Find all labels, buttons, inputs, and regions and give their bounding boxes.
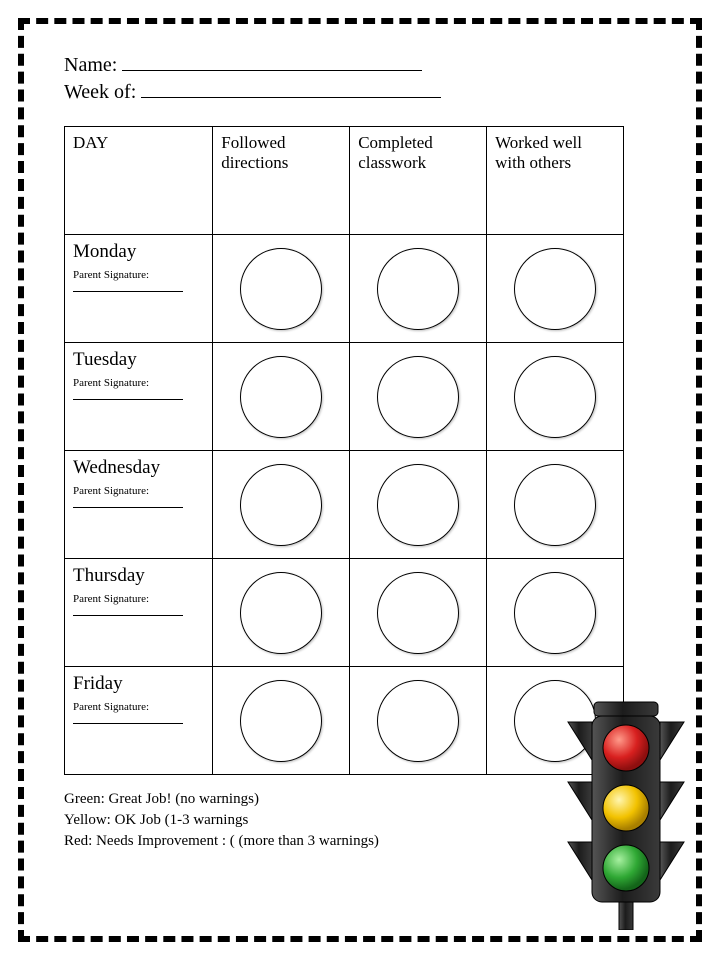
table-row: Friday Parent Signature: [65, 667, 624, 775]
rating-circle[interactable] [514, 356, 596, 438]
day-cell: Wednesday Parent Signature: [65, 451, 213, 559]
signature-label: Parent Signature: [73, 593, 204, 605]
rating-cell [213, 667, 350, 775]
page-frame: Name: Week of: DAY Followed directions C… [18, 18, 702, 942]
rating-cell [213, 451, 350, 559]
week-line: Week of: [64, 81, 656, 104]
rating-cell [213, 235, 350, 343]
col-directions: Followed directions [213, 127, 350, 235]
day-cell: Tuesday Parent Signature: [65, 343, 213, 451]
rating-circle[interactable] [240, 680, 322, 762]
light-red [603, 725, 649, 771]
day-cell: Monday Parent Signature: [65, 235, 213, 343]
name-label: Name: [64, 54, 117, 76]
signature-line[interactable] [73, 723, 183, 724]
signature-label: Parent Signature: [73, 269, 204, 281]
rating-cell [213, 343, 350, 451]
table-row: Thursday Parent Signature: [65, 559, 624, 667]
rating-cell [487, 451, 624, 559]
day-label: Monday [73, 241, 204, 263]
day-cell: Thursday Parent Signature: [65, 559, 213, 667]
day-label: Thursday [73, 565, 204, 587]
table-row: Tuesday Parent Signature: [65, 343, 624, 451]
table-body: Monday Parent Signature: Tuesday Parent Sig… [65, 235, 624, 775]
rating-circle[interactable] [240, 572, 322, 654]
light-yellow [603, 785, 649, 831]
rating-circle[interactable] [377, 572, 459, 654]
day-cell: Friday Parent Signature: [65, 667, 213, 775]
rating-circle[interactable] [240, 248, 322, 330]
col-classwork: Completed classwork [350, 127, 487, 235]
rating-cell [487, 343, 624, 451]
rating-circle[interactable] [377, 464, 459, 546]
day-label: Friday [73, 673, 204, 695]
week-label: Week of: [64, 81, 136, 103]
name-input-line[interactable] [122, 57, 422, 71]
rating-cell [350, 667, 487, 775]
table-row: Wednesday Parent Signature: [65, 451, 624, 559]
rating-circle[interactable] [377, 680, 459, 762]
signature-line[interactable] [73, 615, 183, 616]
col-day: DAY [65, 127, 213, 235]
rating-cell [350, 235, 487, 343]
rating-circle[interactable] [240, 356, 322, 438]
rating-circle[interactable] [240, 464, 322, 546]
signature-line[interactable] [73, 399, 183, 400]
rating-circle[interactable] [514, 572, 596, 654]
signature-label: Parent Signature: [73, 485, 204, 497]
rating-cell [350, 559, 487, 667]
week-input-line[interactable] [141, 84, 441, 98]
table-row: Monday Parent Signature: [65, 235, 624, 343]
behavior-table: DAY Followed directions Completed classw… [64, 126, 624, 775]
rating-cell [350, 451, 487, 559]
rating-circle[interactable] [377, 356, 459, 438]
rating-cell [487, 559, 624, 667]
rating-circle[interactable] [514, 464, 596, 546]
day-label: Wednesday [73, 457, 204, 479]
rating-cell [350, 343, 487, 451]
light-green [603, 845, 649, 891]
signature-label: Parent Signature: [73, 377, 204, 389]
rating-circle[interactable] [514, 248, 596, 330]
col-teamwork: Worked well with others [487, 127, 624, 235]
rating-cell [213, 559, 350, 667]
signature-line[interactable] [73, 507, 183, 508]
signature-label: Parent Signature: [73, 701, 204, 713]
rating-circle[interactable] [377, 248, 459, 330]
day-label: Tuesday [73, 349, 204, 371]
traffic-light-icon [556, 700, 696, 930]
name-line: Name: [64, 54, 656, 77]
signature-line[interactable] [73, 291, 183, 292]
table-header-row: DAY Followed directions Completed classw… [65, 127, 624, 235]
rating-cell [487, 235, 624, 343]
